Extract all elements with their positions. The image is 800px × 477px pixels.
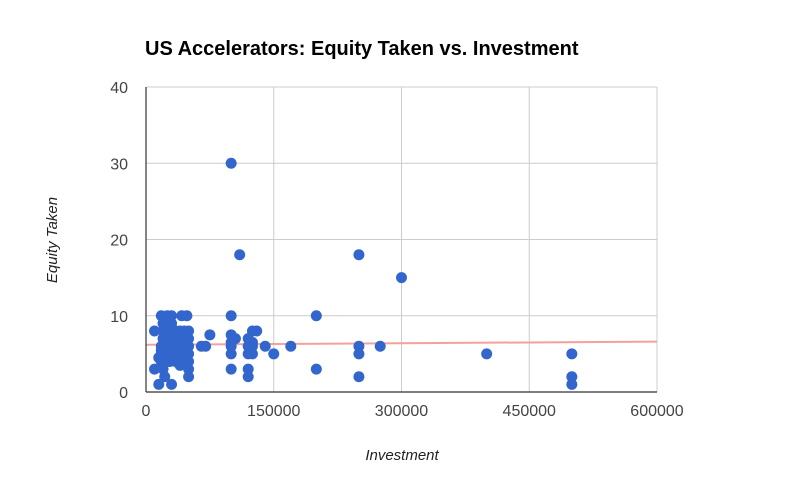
data-point xyxy=(251,325,263,337)
data-point xyxy=(159,371,171,383)
data-point xyxy=(204,329,216,341)
data-point xyxy=(225,310,237,322)
data-point xyxy=(285,340,297,352)
data-point xyxy=(310,310,322,322)
axes xyxy=(145,87,657,393)
data-point xyxy=(183,363,195,375)
data-point xyxy=(183,371,195,383)
y-tick-label: 10 xyxy=(110,309,128,326)
y-tick-label: 30 xyxy=(110,156,128,173)
data-point xyxy=(259,340,271,352)
data-point xyxy=(153,378,165,390)
x-tick-label: 450000 xyxy=(503,403,556,420)
data-point xyxy=(566,371,578,383)
x-tick-labels: 0 150000 300000 450000 600000 xyxy=(142,403,684,420)
data-point xyxy=(225,363,237,375)
data-point xyxy=(566,348,578,360)
data-point xyxy=(374,340,386,352)
x-tick-label: 600000 xyxy=(630,403,683,420)
data-point xyxy=(310,363,322,375)
data-point xyxy=(181,310,193,322)
data-point xyxy=(353,371,365,383)
data-point xyxy=(246,348,258,360)
y-tick-label: 0 xyxy=(119,385,128,402)
data-point xyxy=(183,348,195,360)
data-point xyxy=(242,371,254,383)
data-point xyxy=(166,310,178,322)
x-tick-label: 0 xyxy=(142,403,151,420)
y-tick-label: 40 xyxy=(110,80,128,97)
data-point xyxy=(229,333,241,345)
data-point xyxy=(268,348,280,360)
data-point xyxy=(149,363,161,375)
data-point xyxy=(246,340,258,352)
data-point xyxy=(200,340,212,352)
chart-title: US Accelerators: Equity Taken vs. Invest… xyxy=(145,38,579,60)
x-tick-label: 150000 xyxy=(247,403,300,420)
data-point xyxy=(481,348,493,360)
data-point xyxy=(234,249,246,261)
data-point xyxy=(353,348,365,360)
data-point xyxy=(183,325,195,337)
y-tick-label: 20 xyxy=(110,233,128,250)
data-point xyxy=(396,272,407,284)
x-axis-label: Investment xyxy=(365,447,439,464)
data-points xyxy=(149,157,578,390)
data-point xyxy=(183,340,195,352)
data-point xyxy=(225,348,237,360)
gridlines xyxy=(146,86,658,392)
data-point xyxy=(149,325,161,337)
data-point xyxy=(353,340,365,352)
data-point xyxy=(242,363,254,375)
data-point xyxy=(183,356,195,367)
y-tick-labels: 0 10 20 30 40 xyxy=(110,80,128,402)
data-point xyxy=(225,157,237,169)
data-point xyxy=(183,333,195,345)
data-point xyxy=(353,249,365,261)
data-point xyxy=(166,378,178,390)
y-axis-label: Equity Taken xyxy=(44,197,61,283)
x-tick-label: 300000 xyxy=(375,403,428,420)
data-point xyxy=(566,378,578,390)
